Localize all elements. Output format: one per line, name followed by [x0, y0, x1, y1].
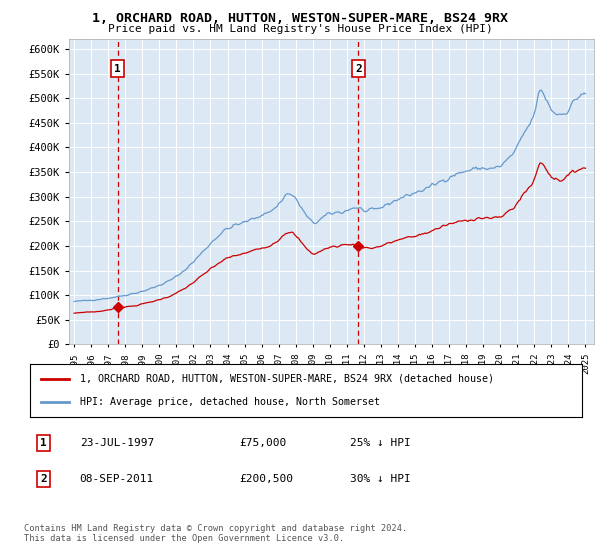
Text: 2: 2 [355, 64, 362, 74]
Text: 23-JUL-1997: 23-JUL-1997 [80, 438, 154, 448]
Text: 2: 2 [40, 474, 47, 484]
Text: 30% ↓ HPI: 30% ↓ HPI [350, 474, 411, 484]
Text: HPI: Average price, detached house, North Somerset: HPI: Average price, detached house, Nort… [80, 397, 380, 407]
Text: 1, ORCHARD ROAD, HUTTON, WESTON-SUPER-MARE, BS24 9RX (detached house): 1, ORCHARD ROAD, HUTTON, WESTON-SUPER-MA… [80, 374, 494, 384]
Text: 08-SEP-2011: 08-SEP-2011 [80, 474, 154, 484]
Text: 1, ORCHARD ROAD, HUTTON, WESTON-SUPER-MARE, BS24 9RX: 1, ORCHARD ROAD, HUTTON, WESTON-SUPER-MA… [92, 12, 508, 25]
Text: 25% ↓ HPI: 25% ↓ HPI [350, 438, 411, 448]
Text: 1: 1 [40, 438, 47, 448]
Text: £200,500: £200,500 [240, 474, 294, 484]
Text: £75,000: £75,000 [240, 438, 287, 448]
Text: Contains HM Land Registry data © Crown copyright and database right 2024.
This d: Contains HM Land Registry data © Crown c… [24, 524, 407, 543]
Text: Price paid vs. HM Land Registry's House Price Index (HPI): Price paid vs. HM Land Registry's House … [107, 24, 493, 34]
Text: 1: 1 [114, 64, 121, 74]
